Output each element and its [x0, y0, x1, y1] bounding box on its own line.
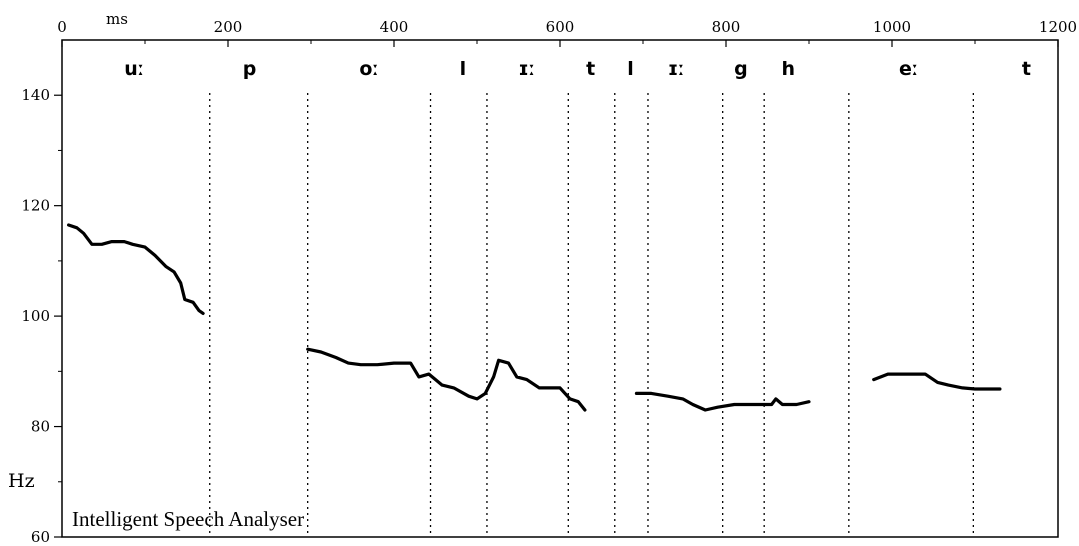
segment-boundaries: [209, 93, 974, 537]
x-tick-label: 800: [712, 18, 741, 36]
x-tick-label: 200: [214, 18, 243, 36]
y-tick-label: 100: [21, 307, 50, 325]
x-tick-label: 0: [57, 18, 67, 36]
x-tick-label: 1000: [873, 18, 911, 36]
caption-text: Intelligent Speech Analyser: [72, 507, 304, 531]
x-tick-label: 400: [380, 18, 409, 36]
segment-label: eː: [899, 58, 918, 80]
pitch-contour-line: [67, 223, 205, 315]
segment-label: l: [627, 58, 634, 80]
segment-label: t: [1022, 58, 1031, 80]
chart-axes: 0 200 400 600 800 1000 1200 60 80 100 120 140: [21, 18, 1077, 546]
y-tick-label: 80: [31, 418, 50, 436]
x-axis-unit-label: ms: [106, 10, 128, 28]
segment-labels: uː p oː l ɪː t l ɪː g h eː t: [124, 58, 1031, 80]
pitch-contour-line: [306, 347, 587, 412]
y-axis-unit-label: Hz: [8, 470, 35, 492]
segment-label: l: [460, 58, 467, 80]
segment-label: p: [243, 58, 257, 80]
y-tick-label: 60: [31, 528, 50, 546]
segment-label: t: [586, 58, 595, 80]
segment-label: g: [734, 58, 748, 80]
x-tick-label: 1200: [1039, 18, 1077, 36]
x-tick-label: 600: [546, 18, 575, 36]
pitch-series: [67, 223, 1002, 412]
segment-label: uː: [124, 58, 144, 80]
pitch-contour-line: [634, 391, 811, 412]
segment-label: oː: [359, 58, 378, 80]
pitch-contour-line: [872, 372, 1002, 391]
y-tick-label: 140: [21, 86, 50, 104]
plot-frame: [61, 39, 1059, 538]
segment-label: ɪː: [668, 58, 685, 80]
segment-label: ɪː: [518, 58, 535, 80]
segment-label: h: [781, 58, 795, 80]
y-tick-label: 120: [21, 197, 50, 215]
